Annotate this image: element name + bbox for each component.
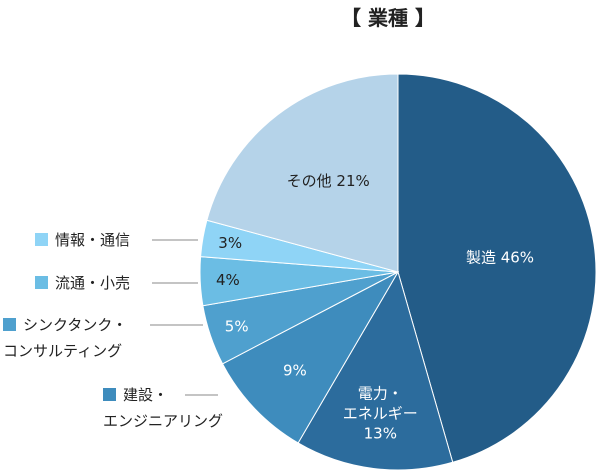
slice-label-4: 4% bbox=[216, 271, 240, 289]
legend-swatch-3 bbox=[3, 318, 16, 331]
legend-label-3-line2: コンサルティング bbox=[3, 342, 122, 360]
pie-callout-legend: 建設・エンジニアリング シンクタンク・コンサルティング 流通・小売 情報・通信 bbox=[3, 231, 223, 430]
pie-slice-2 bbox=[221, 270, 400, 444]
legend-label-2: 建設・ bbox=[123, 386, 168, 404]
legend-label-5: 情報・通信 bbox=[55, 231, 130, 249]
slice-label-3: 5% bbox=[225, 318, 249, 336]
slice-label-5: 3% bbox=[218, 234, 242, 252]
slice-label-0: 製造 46% bbox=[466, 249, 534, 267]
legend-label-4: 流通・小売 bbox=[55, 274, 130, 292]
legend-swatch-5 bbox=[35, 233, 48, 246]
legend-swatch-4 bbox=[35, 276, 48, 289]
slice-label-1: エネルギー bbox=[343, 405, 418, 423]
pie-slices bbox=[199, 73, 597, 471]
legend-swatch-2 bbox=[103, 388, 116, 401]
legend-label-3: シンクタンク・ bbox=[23, 316, 127, 334]
pie-slice-0 bbox=[397, 73, 597, 463]
pie-inside-labels: 製造 46% 電力・エネルギー 13% 9% 5% 4% 3% その他 21% bbox=[216, 172, 534, 443]
slice-label-1: 13% bbox=[364, 425, 397, 443]
pie-slice-6 bbox=[206, 73, 399, 273]
slice-label-6: その他 21% bbox=[287, 172, 370, 190]
slice-label-1: 電力・ bbox=[358, 385, 403, 403]
pie-slice-1 bbox=[297, 270, 454, 471]
chart-title: 【 業種 】 bbox=[341, 6, 435, 30]
legend-label-2-line2: エンジニアリング bbox=[103, 412, 223, 430]
slice-label-2: 9% bbox=[283, 361, 307, 379]
